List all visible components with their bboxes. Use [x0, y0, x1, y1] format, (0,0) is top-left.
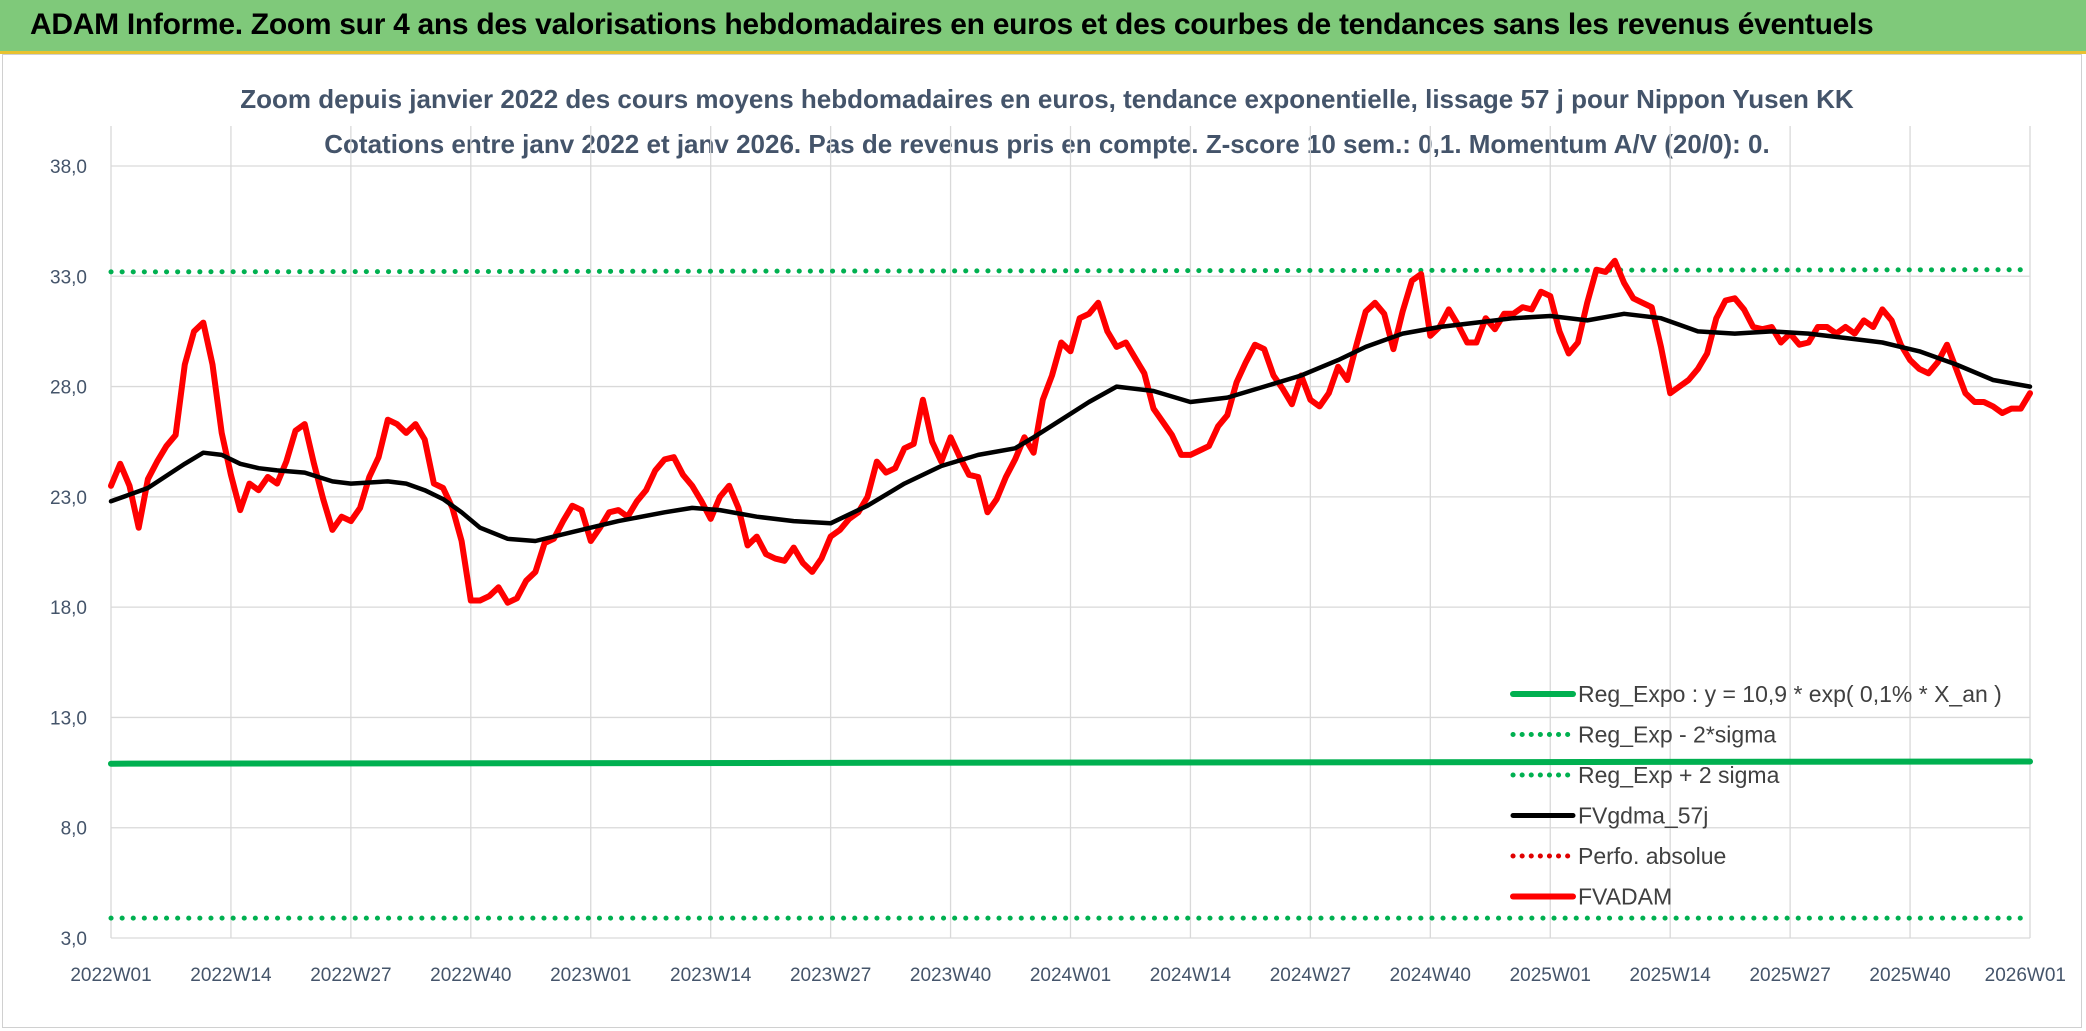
x-tick-label: 2024W14	[1150, 965, 1232, 986]
y-tick-label: 8,0	[61, 819, 87, 840]
legend-label: Perfo. absolue	[1578, 843, 1726, 869]
x-tick-label: 2022W01	[70, 965, 151, 986]
y-tick-label: 28,0	[50, 378, 87, 399]
y-tick-label: 18,0	[50, 598, 87, 619]
x-tick-label: 2023W40	[910, 965, 991, 986]
x-tick-label: 2026W01	[1985, 965, 2066, 986]
report-banner: ADAM Informe. Zoom sur 4 ans des valoris…	[0, 0, 2086, 54]
x-tick-label: 2024W01	[1030, 965, 1111, 986]
y-tick-label: 13,0	[50, 708, 87, 729]
report-title: ADAM Informe. Zoom sur 4 ans des valoris…	[30, 8, 1874, 41]
series-line-5	[108, 257, 2033, 606]
legend-label: FVADAM	[1578, 884, 1672, 910]
series-line-0	[108, 758, 2033, 767]
x-tick-label: 2022W40	[430, 965, 511, 986]
chart-title: Zoom depuis janvier 2022 des cours moyen…	[240, 84, 1854, 114]
y-tick-label: 3,0	[61, 929, 87, 950]
chart-subtitle: Cotations entre janv 2022 et janv 2026. …	[324, 129, 1769, 159]
x-tick-label: 2024W27	[1270, 965, 1351, 986]
legend-label: FVgdma_57j	[1578, 803, 1708, 829]
legend-label: Reg_Exp + 2 sigma	[1578, 762, 1780, 788]
x-tick-label: 2025W40	[1869, 965, 1950, 986]
gridlines	[110, 126, 2031, 939]
x-tick-label: 2023W01	[550, 965, 631, 986]
legend-label: Reg_Expo : y = 10,9 * exp( 0,1% * X_an )	[1578, 681, 2002, 707]
y-tick-label: 33,0	[50, 267, 87, 288]
x-tick-label: 2022W27	[310, 965, 391, 986]
y-tick-label: 38,0	[50, 157, 87, 178]
legend: Reg_Expo : y = 10,9 * exp( 0,1% * X_an )…	[1510, 681, 2002, 910]
y-tick-label: 23,0	[50, 488, 87, 509]
legend-label: Reg_Exp - 2*sigma	[1578, 722, 1776, 748]
series-lines	[108, 257, 2033, 921]
x-tick-label: 2025W27	[1749, 965, 1830, 986]
chart-frame	[2, 54, 2082, 1028]
x-tick-label: 2023W27	[790, 965, 871, 986]
series-line-3	[108, 311, 2033, 544]
series-line-2	[108, 267, 2033, 275]
x-tick-label: 2022W14	[190, 965, 272, 986]
x-tick-label: 2025W01	[1510, 965, 1591, 986]
x-tick-label: 2024W40	[1390, 965, 1471, 986]
y-axis-ticks: 38,0 33,0 28,0 23,0 18,0 13,0 8,0 3,0	[50, 157, 87, 950]
x-axis-ticks: 2022W01 2022W14 2022W27 2022W40 2023W01 2023W…	[70, 965, 2066, 986]
x-tick-label: 2023W14	[670, 965, 752, 986]
x-tick-label: 2025W14	[1630, 965, 1712, 986]
